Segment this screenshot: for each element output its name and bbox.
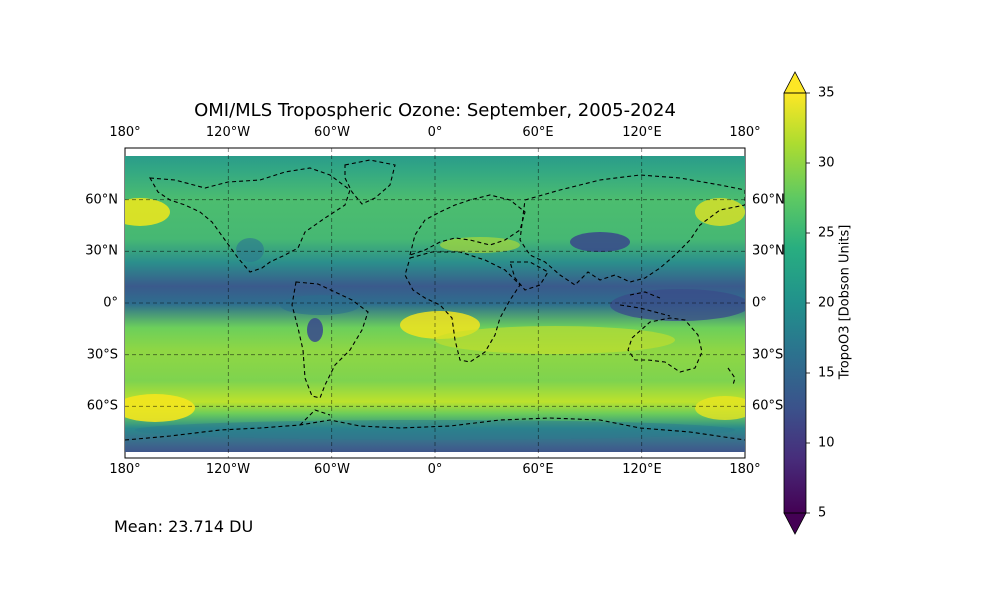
colorbar-tick: 10 — [818, 435, 835, 451]
colorbar-tick: 5 — [818, 505, 827, 521]
lon-tick-bottom: 0° — [427, 462, 443, 477]
lat-tick-left: 30°S — [86, 347, 118, 363]
lon-tick-top: 60°W — [314, 125, 350, 140]
lon-tick-bottom: 120°W — [205, 462, 251, 477]
lon-tick-top: 180° — [729, 125, 761, 140]
lon-tick-bottom: 180° — [109, 462, 141, 477]
lat-tick-right: 60°S — [752, 398, 784, 414]
colorbar-tick: 15 — [818, 365, 835, 381]
lon-tick-bottom: 60°E — [522, 462, 554, 477]
lat-tick-left: 60°S — [86, 398, 118, 414]
map-title: OMI/MLS Tropospheric Ozone: September, 2… — [194, 100, 676, 121]
colorbar — [783, 71, 810, 535]
lat-tick-right: 0° — [752, 295, 767, 311]
mean-value: Mean: 23.714 DU — [114, 517, 254, 536]
lon-tick-bottom: 60°W — [314, 462, 350, 477]
lat-tick-right: 30°S — [752, 347, 784, 363]
lon-tick-top: 120°W — [205, 125, 251, 140]
lon-tick-bottom: 120°E — [622, 462, 662, 477]
colorbar-extend-min — [783, 512, 807, 535]
lon-tick-top: 120°E — [622, 125, 662, 140]
gridlines — [125, 148, 745, 458]
lon-tick-bottom: 180° — [729, 462, 761, 477]
colorbar-tick: 25 — [818, 225, 835, 241]
lat-tick-left: 0° — [103, 295, 118, 311]
lon-tick-top: 60°E — [522, 125, 554, 140]
colorbar-extend-max — [783, 71, 807, 94]
lat-tick-left: 30°N — [85, 243, 118, 259]
lat-tick-right: 60°N — [752, 192, 785, 208]
ozone-field — [125, 156, 745, 452]
colorbar-tick: 20 — [818, 295, 835, 311]
colorbar-tick: 35 — [818, 85, 835, 101]
colorbar-tick: 30 — [818, 155, 835, 171]
lat-tick-right: 30°N — [752, 243, 785, 259]
colorbar-label: TropoO3 [Dobson Units] — [837, 224, 853, 380]
lon-tick-top: 180° — [109, 125, 141, 140]
lat-tick-left: 60°N — [85, 192, 118, 208]
lon-tick-top: 0° — [427, 125, 443, 140]
